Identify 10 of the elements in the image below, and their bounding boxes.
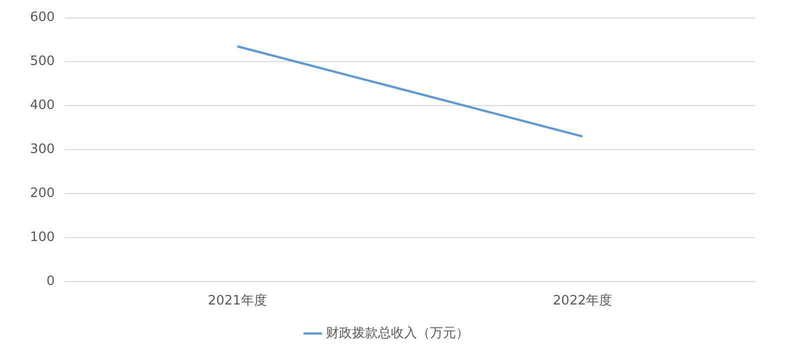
y-tick-label: 0 [46,274,55,289]
y-tick-label: 400 [30,98,55,114]
legend-label: 财政拨款总收入（万元） [326,326,469,341]
y-tick-label: 500 [30,54,55,70]
y-tick-label: 600 [30,10,55,26]
y-tick-label: 300 [30,142,55,157]
x-tick-label: 2022年度 [552,292,612,309]
y-tick-label: 100 [30,230,55,245]
y-tick-label: 200 [30,186,55,201]
x-tick-label: 2021年度 [208,292,267,309]
